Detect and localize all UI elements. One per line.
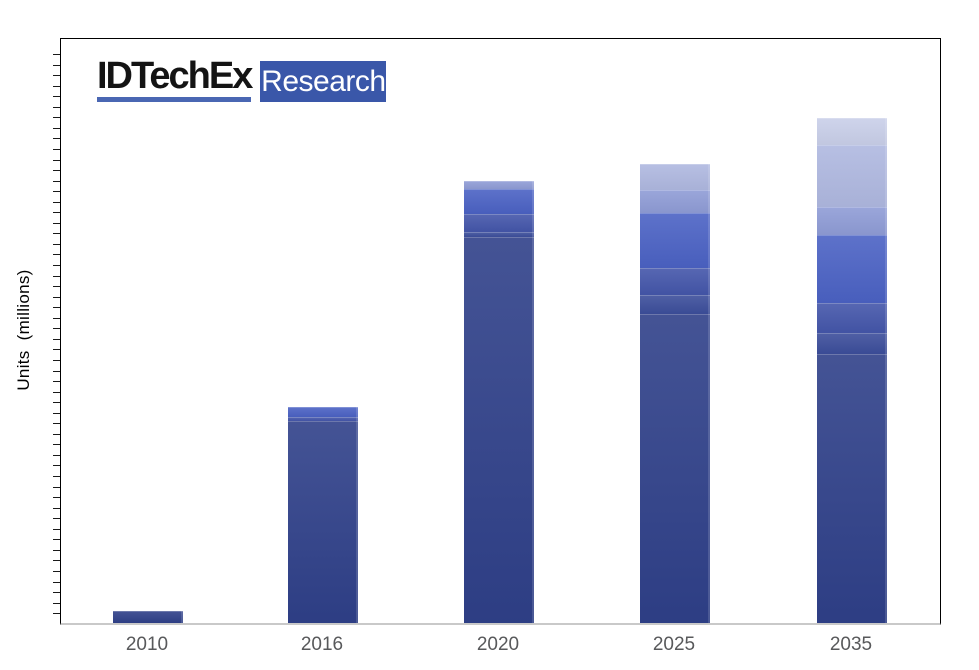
- x-tick-label-2025: 2025: [652, 634, 696, 655]
- y-axis-tick: [53, 434, 60, 435]
- y-axis-tick: [53, 497, 60, 498]
- bar-segment-series-1-darkest-navy: [113, 611, 183, 623]
- y-axis-tick: [53, 138, 60, 139]
- bar-segment-series-2-dark-blue: [464, 232, 534, 237]
- bar-segment-series-7-pale-lavender: [817, 118, 887, 145]
- bar-2016: [288, 39, 358, 623]
- y-axis-tick: [53, 191, 60, 192]
- y-axis-tick: [53, 465, 60, 466]
- bar-segment-series-6-light-periwinkle: [640, 164, 710, 190]
- y-axis-tick: [53, 328, 60, 329]
- bar-segment-series-1-darkest-navy: [464, 237, 534, 623]
- y-axis-tick: [53, 212, 60, 213]
- logo-wordmark-block: IDTechEx: [97, 55, 253, 102]
- y-axis-tick: [53, 487, 60, 488]
- y-axis-tick: [53, 592, 60, 593]
- y-axis-tick: [53, 360, 60, 361]
- y-axis-tick: [53, 128, 60, 129]
- bar-segment-series-1-darkest-navy: [817, 354, 887, 623]
- y-axis-tick: [53, 613, 60, 614]
- bar-segment-series-5-periwinkle: [464, 181, 534, 189]
- y-axis-tick: [53, 582, 60, 583]
- y-axis-tick: [53, 86, 60, 87]
- y-axis-tick: [53, 265, 60, 266]
- y-axis-tick: [53, 392, 60, 393]
- y-axis-tick: [53, 571, 60, 572]
- y-axis-tick: [53, 117, 60, 118]
- x-tick-label-2035: 2035: [829, 634, 873, 655]
- plot-area: IDTechEx Research: [53, 38, 941, 625]
- y-axis-tick: [53, 233, 60, 234]
- y-axis-tick: [53, 318, 60, 319]
- y-axis-tick: [53, 476, 60, 477]
- logo-underline: [97, 97, 252, 102]
- bar-segment-series-4-royal-blue: [817, 235, 887, 303]
- y-axis-tick: [53, 75, 60, 76]
- bar-2035: [817, 39, 887, 623]
- y-axis-tick: [53, 276, 60, 277]
- bar-segment-series-1-darkest-navy: [288, 421, 358, 623]
- y-axis-tick: [53, 149, 60, 150]
- y-axis-title: Units (millions): [14, 269, 33, 391]
- y-axis-tick: [53, 349, 60, 350]
- y-axis-tick: [53, 508, 60, 509]
- y-axis-tick: [53, 444, 60, 445]
- y-axis-tick: [53, 603, 60, 604]
- bar-2010: [113, 39, 183, 623]
- y-axis-tick: [53, 170, 60, 171]
- y-axis-tick: [53, 413, 60, 414]
- y-axis-tick: [53, 339, 60, 340]
- y-axis-tick: [53, 254, 60, 255]
- bar-segment-series-5-periwinkle: [640, 190, 710, 213]
- y-axis-tick: [53, 529, 60, 530]
- y-axis-tick: [53, 244, 60, 245]
- y-axis-tick: [53, 371, 60, 372]
- bar-segment-series-2-dark-blue: [817, 333, 887, 354]
- y-axis-tick: [53, 381, 60, 382]
- bar-segment-series-4-royal-blue: [288, 407, 358, 417]
- y-axis-tick: [53, 560, 60, 561]
- bar-segment-series-2-dark-blue: [640, 295, 710, 314]
- y-axis-tick: [53, 286, 60, 287]
- logo-research-badge: Research: [260, 61, 387, 102]
- bar-2025: [640, 39, 710, 623]
- idtechex-logo: IDTechEx Research: [97, 55, 387, 102]
- bar-segment-series-3-medium-blue: [288, 417, 358, 421]
- bar-segment-series-6-light-periwinkle: [817, 145, 887, 207]
- y-axis-tick: [53, 539, 60, 540]
- y-axis-tick: [53, 550, 60, 551]
- y-axis-tick: [53, 518, 60, 519]
- bar-segment-series-1-darkest-navy: [640, 314, 710, 623]
- y-axis-tick: [53, 107, 60, 108]
- bar-segment-series-3-medium-blue: [464, 214, 534, 232]
- x-tick-label-2020: 2020: [476, 634, 520, 655]
- y-axis-tick: [53, 307, 60, 308]
- bar-segment-series-4-royal-blue: [464, 189, 534, 214]
- y-axis-tick: [53, 181, 60, 182]
- y-axis-tick: [53, 202, 60, 203]
- y-axis-tick: [53, 54, 60, 55]
- x-tick-label-2016: 2016: [300, 634, 344, 655]
- y-axis-tick: [53, 96, 60, 97]
- y-axis-tick: [53, 223, 60, 224]
- y-axis-tick: [53, 297, 60, 298]
- y-axis-tick: [53, 402, 60, 403]
- bar-segment-series-3-medium-blue: [640, 268, 710, 295]
- bar-segment-series-5-periwinkle: [817, 207, 887, 235]
- bar-segment-series-3-medium-blue: [817, 303, 887, 333]
- y-axis-tick: [53, 160, 60, 161]
- x-tick-label-2010: 2010: [125, 634, 169, 655]
- bar-2020: [464, 39, 534, 623]
- y-axis-tick: [53, 65, 60, 66]
- bar-segment-series-4-royal-blue: [640, 213, 710, 268]
- y-axis-tick: [53, 455, 60, 456]
- logo-wordmark: IDTechEx: [97, 55, 253, 97]
- y-axis-tick: [53, 423, 60, 424]
